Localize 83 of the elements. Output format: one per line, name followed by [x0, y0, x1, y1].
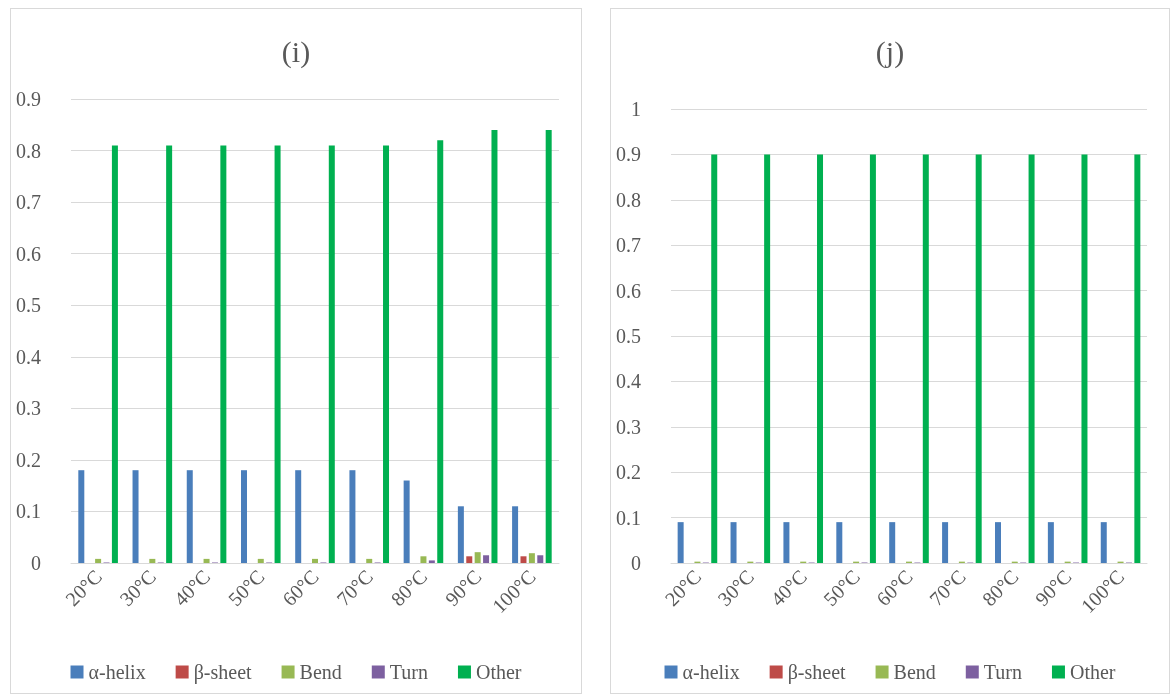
y-tick-label: 0.1 [616, 506, 641, 529]
bar [975, 154, 982, 563]
bar [491, 129, 498, 563]
bar [1100, 522, 1107, 563]
y-tick-label: 0.3 [16, 397, 41, 420]
bar [889, 522, 896, 563]
bar [730, 522, 737, 563]
bar [869, 154, 876, 563]
bar [366, 558, 373, 563]
bar [437, 140, 444, 563]
y-tick-label: 0.7 [616, 234, 641, 257]
bar [220, 145, 227, 563]
y-tick-label: 0.1 [16, 500, 41, 523]
y-tick-label: 0.4 [616, 370, 641, 393]
bar [1028, 154, 1035, 563]
bar [466, 556, 473, 563]
bar [383, 145, 390, 563]
y-tick-label: 0.4 [16, 345, 41, 368]
y-tick-label: 0.6 [616, 279, 641, 302]
bar [95, 558, 102, 563]
bar [312, 558, 318, 563]
y-tick-label: 0 [631, 552, 641, 574]
legend-label: Other [1069, 661, 1116, 683]
bar [942, 522, 949, 563]
y-tick-label: 0.9 [16, 88, 41, 110]
y-tick-label: 0.5 [16, 294, 41, 317]
bar [257, 558, 264, 563]
chart-title: (j) [875, 34, 905, 69]
legend-label: Other [475, 661, 522, 683]
bar [274, 145, 281, 563]
y-tick-label: 0.3 [616, 415, 641, 438]
bar [677, 522, 684, 563]
bar [295, 470, 302, 563]
bar [240, 470, 247, 563]
legend-label: β-sheet [787, 661, 847, 684]
bar [166, 145, 173, 563]
bar [149, 558, 156, 563]
bar [922, 154, 929, 563]
y-tick-label: 0.7 [16, 191, 41, 214]
chart-title: (i) [281, 34, 311, 69]
bar [528, 553, 535, 563]
bar [545, 129, 552, 563]
y-tick-label: 0.5 [616, 325, 641, 347]
bar [132, 470, 139, 563]
bar [817, 154, 824, 563]
bar [78, 470, 85, 563]
bar [1081, 154, 1088, 563]
y-tick-label: 0.8 [616, 188, 641, 211]
bar [328, 145, 335, 563]
bar [186, 470, 193, 563]
y-tick-label: 0.8 [16, 139, 41, 162]
bar [1047, 522, 1054, 563]
y-tick-label: 0.2 [616, 461, 641, 484]
bar [203, 558, 210, 563]
legend-label: Turn [389, 661, 428, 683]
bar [764, 154, 771, 563]
bar [1134, 154, 1141, 563]
bar [457, 506, 464, 563]
legend-label: Turn [983, 661, 1022, 683]
bar [783, 522, 790, 563]
y-tick-label: 0.6 [16, 242, 41, 265]
bar [520, 556, 527, 563]
legend-label: Bend [893, 661, 936, 683]
bar [512, 506, 519, 563]
bar [711, 154, 718, 563]
legend-label: β-sheet [193, 661, 253, 684]
bar [428, 560, 435, 563]
legend-label: α-helix [88, 661, 146, 683]
y-tick-label: 1 [631, 98, 641, 120]
bar [836, 522, 843, 563]
y-tick-label: 0.2 [16, 448, 41, 471]
legend-label: α-helix [682, 661, 740, 683]
legend-label: Bend [299, 661, 342, 683]
bar [349, 470, 356, 563]
bar [537, 555, 544, 563]
bar [420, 556, 427, 563]
bar [403, 480, 410, 563]
y-tick-label: 0 [31, 552, 41, 574]
bar [994, 522, 1001, 563]
bar [111, 145, 118, 563]
y-tick-label: 0.9 [616, 143, 641, 166]
bar [483, 555, 490, 563]
bar [474, 552, 481, 563]
